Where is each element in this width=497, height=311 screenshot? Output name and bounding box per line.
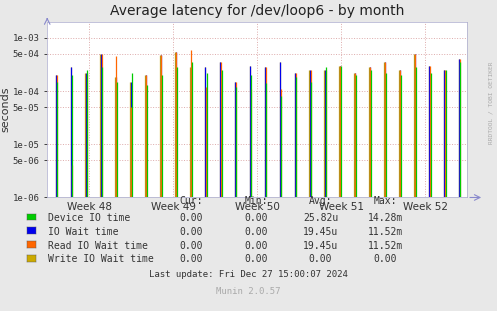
Text: 19.45u: 19.45u [303, 227, 338, 237]
Text: 0.00: 0.00 [244, 227, 268, 237]
Text: Max:: Max: [373, 196, 397, 206]
Text: Read IO Wait time: Read IO Wait time [48, 241, 148, 251]
Text: 0.00: 0.00 [179, 227, 203, 237]
Text: Write IO Wait time: Write IO Wait time [48, 254, 154, 264]
Text: IO Wait time: IO Wait time [48, 227, 119, 237]
Text: 0.00: 0.00 [244, 213, 268, 223]
Text: Munin 2.0.57: Munin 2.0.57 [216, 287, 281, 296]
Y-axis label: seconds: seconds [0, 87, 10, 132]
Text: Min:: Min: [244, 196, 268, 206]
Title: Average latency for /dev/loop6 - by month: Average latency for /dev/loop6 - by mont… [110, 4, 405, 18]
Text: 25.82u: 25.82u [303, 213, 338, 223]
Text: 11.52m: 11.52m [368, 241, 403, 251]
Text: Cur:: Cur: [179, 196, 203, 206]
Text: 0.00: 0.00 [179, 254, 203, 264]
Text: 0.00: 0.00 [244, 241, 268, 251]
Text: 0.00: 0.00 [309, 254, 332, 264]
Text: 0.00: 0.00 [373, 254, 397, 264]
Text: 14.28m: 14.28m [368, 213, 403, 223]
Text: Last update: Fri Dec 27 15:00:07 2024: Last update: Fri Dec 27 15:00:07 2024 [149, 270, 348, 279]
Text: 0.00: 0.00 [244, 254, 268, 264]
Text: 0.00: 0.00 [179, 213, 203, 223]
Text: Device IO time: Device IO time [48, 213, 130, 223]
Text: 0.00: 0.00 [179, 241, 203, 251]
Text: Avg:: Avg: [309, 196, 332, 206]
Text: RRDTOOL / TOBI OETIKER: RRDTOOL / TOBI OETIKER [489, 61, 494, 144]
Text: 11.52m: 11.52m [368, 227, 403, 237]
Text: 19.45u: 19.45u [303, 241, 338, 251]
